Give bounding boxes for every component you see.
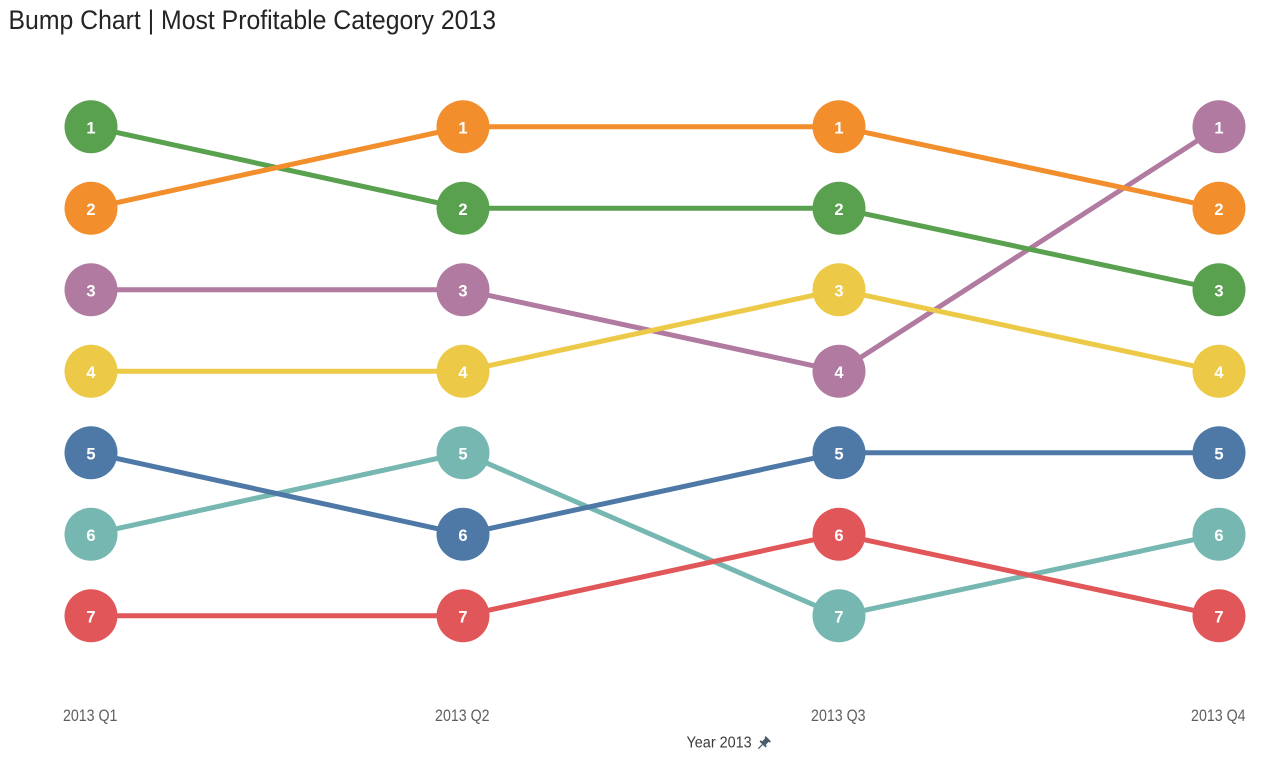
svg-text:2: 2 <box>834 201 843 219</box>
svg-text:2: 2 <box>1214 201 1223 219</box>
svg-text:5: 5 <box>86 445 95 463</box>
svg-text:5: 5 <box>834 445 843 463</box>
svg-text:2013 Q2: 2013 Q2 <box>435 707 490 725</box>
svg-text:5: 5 <box>1214 445 1223 463</box>
svg-text:2013 Q4: 2013 Q4 <box>1191 707 1246 725</box>
svg-text:2013 Q1: 2013 Q1 <box>63 707 118 725</box>
svg-text:1: 1 <box>1214 119 1223 137</box>
svg-text:1: 1 <box>86 119 95 137</box>
svg-text:6: 6 <box>834 527 843 545</box>
svg-text:1: 1 <box>458 119 467 137</box>
svg-text:3: 3 <box>458 282 467 300</box>
svg-text:7: 7 <box>458 608 467 626</box>
svg-text:5: 5 <box>458 445 467 463</box>
svg-text:3: 3 <box>1214 282 1223 300</box>
svg-text:2: 2 <box>458 201 467 219</box>
svg-text:4: 4 <box>458 364 468 382</box>
svg-text:3: 3 <box>834 282 843 300</box>
svg-text:7: 7 <box>834 608 843 626</box>
svg-text:2013 Q3: 2013 Q3 <box>811 707 866 725</box>
svg-text:7: 7 <box>1214 608 1223 626</box>
svg-text:2: 2 <box>86 201 95 219</box>
svg-text:Year 2013: Year 2013 <box>687 734 752 751</box>
svg-text:1: 1 <box>834 119 843 137</box>
svg-text:7: 7 <box>86 608 95 626</box>
svg-text:6: 6 <box>86 527 95 545</box>
svg-text:3: 3 <box>86 282 95 300</box>
svg-text:6: 6 <box>1214 527 1223 545</box>
svg-text:Bump Chart | Most Profitable C: Bump Chart | Most Profitable Category 20… <box>9 5 497 35</box>
svg-text:6: 6 <box>458 527 467 545</box>
svg-text:4: 4 <box>1214 364 1224 382</box>
svg-text:4: 4 <box>834 364 844 382</box>
svg-text:4: 4 <box>86 364 96 382</box>
